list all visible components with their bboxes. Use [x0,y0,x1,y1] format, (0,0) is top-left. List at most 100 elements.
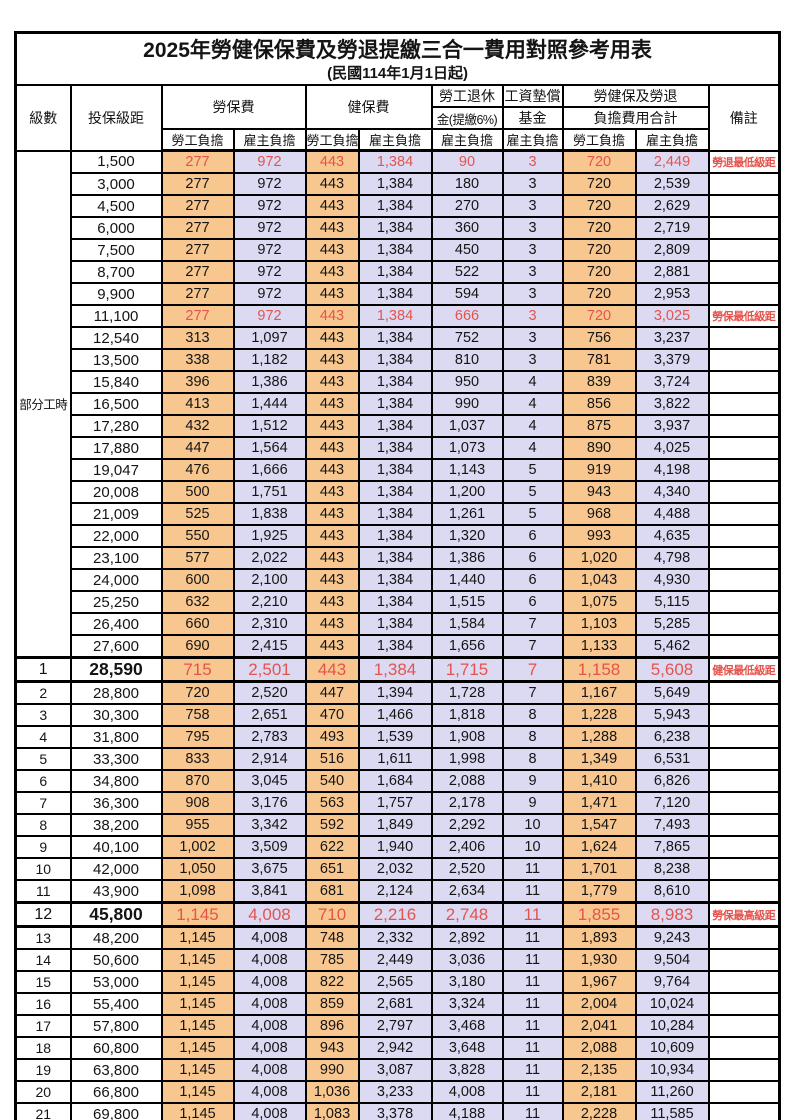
value-cell: 1,384 [357,348,433,372]
value-cell: 1,855 [561,901,637,928]
note-cell [707,725,781,749]
value-cell: 1,228 [561,703,637,727]
value-cell: 1,145 [160,1102,235,1120]
bracket-cell: 63,800 [69,1058,163,1082]
part-time-cell: 部分工時 [14,149,72,659]
value-cell: 1,515 [430,590,504,614]
note-cell [707,857,781,881]
value-cell: 3,675 [232,857,307,881]
value-cell: 3,841 [232,879,307,904]
value-cell: 1,684 [357,769,433,793]
value-cell: 3,180 [430,970,504,994]
value-cell: 720 [561,282,637,306]
note-cell [707,680,781,705]
value-cell: 5 [501,502,564,526]
value-cell: 6,238 [634,725,710,749]
table-row: 13 48,200 1,145 4,008 748 2,332 2,892 11 1,893 9,… [14,925,781,950]
value-cell: 1,384 [357,282,433,306]
value-cell: 3,468 [430,1014,504,1038]
level-cell: 19 [14,1058,72,1082]
table-row: 19 63,800 1,145 4,008 990 3,087 3,828 11 2,135 10… [14,1058,781,1082]
value-cell: 4,340 [634,480,710,504]
bracket-cell: 24,000 [69,568,163,592]
bracket-cell: 53,000 [69,970,163,994]
value-cell: 11 [501,1014,564,1038]
table-row: 24,000 600 2,100 443 1,384 1,440 6 1,043 4,930 [16,568,781,592]
value-cell: 277 [160,216,235,240]
value-cell: 666 [430,304,504,328]
note-cell [707,703,781,727]
value-cell: 4,488 [634,502,710,526]
value-cell: 2,681 [357,992,433,1016]
value-cell: 1,384 [357,502,433,526]
note-cell: 健保最低級距 [707,656,781,683]
value-cell: 2,520 [430,857,504,881]
bracket-cell: 23,100 [69,546,163,570]
value-cell: 972 [232,304,307,328]
value-cell: 4,008 [232,1080,307,1104]
note-cell [707,612,781,636]
value-cell: 1,384 [357,568,433,592]
value-cell: 1,036 [304,1080,360,1104]
value-cell: 4,008 [232,1014,307,1038]
subheader-health-employer: 雇主負擔 [357,128,433,152]
subheader-labor-employer: 雇主負擔 [232,128,307,152]
header-wage-fund-line1: 工資墊償 [501,84,564,108]
value-cell: 443 [304,149,360,174]
value-cell: 476 [160,458,235,482]
value-cell: 447 [304,680,360,705]
value-cell: 972 [232,194,307,218]
level-cell: 16 [14,992,72,1016]
value-cell: 5,462 [634,634,710,659]
header-row-2: 金(提繳6%) 基金 負擔費用合計 [16,106,780,130]
table-row: 17 57,800 1,145 4,008 896 2,797 3,468 11 2,041 10… [14,1014,781,1038]
value-cell: 2,100 [232,568,307,592]
value-cell: 4,198 [634,458,710,482]
table-row: 4,500 277 972 443 1,384 270 3 720 2,629 [16,194,781,218]
table-row: 26,400 660 2,310 443 1,384 1,584 7 1,103 5,285 [16,612,781,636]
value-cell: 5,649 [634,680,710,705]
note-cell: 勞保最高級距 [707,901,781,928]
value-cell: 11 [501,1102,564,1120]
bracket-cell: 11,100 [69,304,163,328]
value-cell: 720 [160,680,235,705]
value-cell: 1,779 [561,879,637,904]
value-cell: 2,914 [232,747,307,771]
note-cell [707,1014,781,1038]
value-cell: 2,449 [357,948,433,972]
value-cell: 2,797 [357,1014,433,1038]
value-cell: 1,320 [430,524,504,548]
level-cell: 7 [14,791,72,815]
value-cell: 1,384 [357,194,433,218]
value-cell: 443 [304,216,360,240]
value-cell: 2,332 [357,925,433,950]
value-cell: 443 [304,194,360,218]
value-cell: 10,024 [634,992,710,1016]
value-cell: 1,838 [232,502,307,526]
value-cell: 4 [501,414,564,438]
value-cell: 972 [232,260,307,284]
value-cell: 4 [501,436,564,460]
value-cell: 1,384 [357,612,433,636]
note-cell [707,1080,781,1104]
value-cell: 2,634 [430,879,504,904]
level-cell: 3 [14,703,72,727]
note-cell [707,216,781,240]
value-cell: 6,826 [634,769,710,793]
subheader-total-employer: 雇主負擔 [634,128,710,152]
table-row: 4 31,800 795 2,783 493 1,539 1,908 8 1,288 6,238 [14,725,781,749]
value-cell: 3,828 [430,1058,504,1082]
note-cell [707,370,781,394]
value-cell: 720 [561,238,637,262]
value-cell: 443 [304,502,360,526]
bracket-cell: 36,300 [69,791,163,815]
table-row: 12,540 313 1,097 443 1,384 752 3 756 3,237 [16,326,781,350]
value-cell: 972 [232,238,307,262]
value-cell: 2,181 [561,1080,637,1104]
value-cell: 1,384 [357,260,433,284]
bracket-cell: 43,900 [69,879,163,904]
value-cell: 839 [561,370,637,394]
value-cell: 1,757 [357,791,433,815]
bracket-cell: 28,800 [69,680,163,705]
value-cell: 5,115 [634,590,710,614]
